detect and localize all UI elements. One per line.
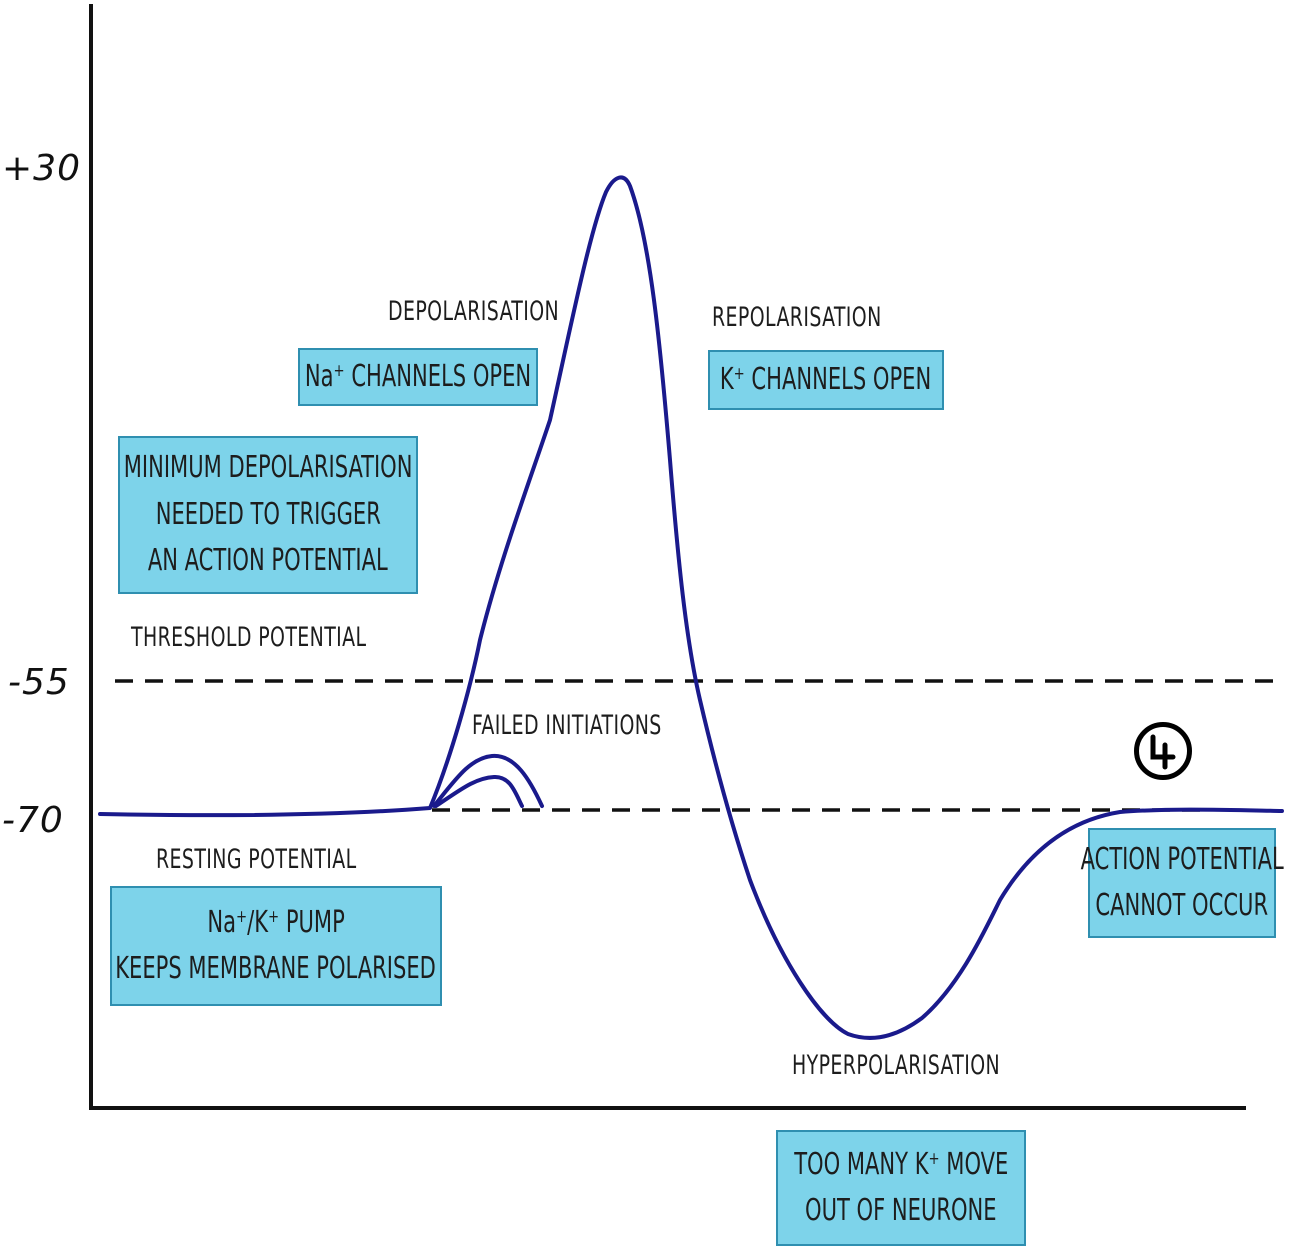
failed-initiation-1 bbox=[432, 753, 544, 808]
hyperpolarisation-label: HYPERPOLARISATION bbox=[792, 1050, 1001, 1081]
tick-minus-55: -55 bbox=[8, 662, 70, 703]
na-channels-box: Na⁺ CHANNELS OPEN bbox=[298, 348, 538, 406]
tick-minus-70: -70 bbox=[2, 800, 64, 841]
too-many-k-box: TOO MANY K⁺ MOVE OUT OF NEURONE bbox=[776, 1130, 1026, 1246]
pump-line-1: Na⁺/K⁺ PUMP bbox=[207, 904, 345, 940]
too-many-line-2: OUT OF NEURONE bbox=[805, 1193, 997, 1228]
failed-initiations-label: FAILED INITIATIONS bbox=[472, 710, 662, 741]
circle-logo-icon bbox=[1134, 722, 1192, 780]
cannot-occur-line-1: ACTION POTENTIAL bbox=[1080, 841, 1284, 877]
threshold-label: THRESHOLD POTENTIAL bbox=[131, 622, 367, 653]
minimum-depolarisation-box: MINIMUM DEPOLARISATION NEEDED TO TRIGGER… bbox=[118, 436, 418, 594]
minimum-line-2: NEEDED TO TRIGGER bbox=[155, 496, 381, 532]
cannot-occur-line-2: CANNOT OCCUR bbox=[1095, 888, 1269, 923]
na-channels-text: Na⁺ CHANNELS OPEN bbox=[304, 358, 532, 394]
repolarisation-label: REPOLARISATION bbox=[712, 302, 882, 333]
depolarisation-label: DEPOLARISATION bbox=[388, 296, 560, 327]
action-potential-curve bbox=[98, 175, 1284, 1040]
cannot-occur-box: ACTION POTENTIAL CANNOT OCCUR bbox=[1080, 828, 1284, 938]
k-channels-box: K⁺ CHANNELS OPEN bbox=[708, 350, 944, 410]
tick-plus-30: +30 bbox=[2, 148, 81, 189]
k-channels-text: K⁺ CHANNELS OPEN bbox=[720, 361, 932, 397]
minimum-line-1: MINIMUM DEPOLARISATION bbox=[123, 450, 413, 486]
pump-box: Na⁺/K⁺ PUMP KEEPS MEMBRANE POLARISED bbox=[110, 886, 442, 1006]
pump-line-2: KEEPS MEMBRANE POLARISED bbox=[115, 951, 437, 986]
failed-initiation-2 bbox=[434, 775, 524, 808]
minimum-line-3: AN ACTION POTENTIAL bbox=[148, 543, 388, 579]
too-many-line-1: TOO MANY K⁺ MOVE bbox=[793, 1146, 1009, 1182]
resting-potential-label: RESTING POTENTIAL bbox=[156, 844, 357, 875]
